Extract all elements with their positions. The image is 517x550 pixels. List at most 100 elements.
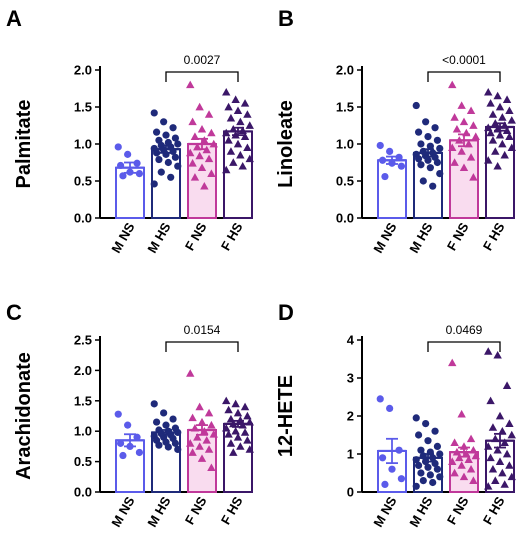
data-point — [171, 134, 180, 142]
y-tick-label: 0.0 — [336, 211, 354, 226]
data-point — [160, 118, 168, 126]
data-point — [484, 442, 493, 450]
data-point — [500, 438, 509, 446]
data-point — [236, 442, 245, 450]
data-point — [171, 153, 180, 161]
data-point — [245, 121, 254, 129]
x-tick-label: F HS — [218, 494, 246, 527]
data-point — [486, 453, 495, 462]
data-point — [150, 109, 158, 117]
data-point — [209, 430, 218, 438]
data-point — [116, 439, 125, 447]
data-point — [197, 417, 207, 426]
data-point — [502, 126, 512, 135]
data-point — [197, 163, 207, 172]
data-point — [450, 158, 459, 166]
data-point — [378, 454, 387, 462]
data-point — [207, 169, 216, 177]
y-tick-label: 1.0 — [74, 424, 92, 439]
p-value-label: 0.0469 — [446, 323, 483, 337]
data-point — [195, 442, 204, 450]
data-point — [507, 472, 516, 481]
data-point — [243, 143, 252, 152]
data-point — [222, 165, 231, 174]
data-point — [412, 101, 420, 110]
data-point — [448, 80, 457, 89]
data-point — [224, 102, 233, 111]
y-axis-label: Palmitate — [13, 100, 35, 189]
data-point — [459, 163, 469, 172]
data-point — [236, 117, 245, 126]
data-point — [498, 139, 507, 148]
data-point — [436, 450, 444, 458]
y-tick-label: 2.5 — [74, 333, 92, 348]
data-point — [452, 125, 462, 133]
bar-f-hs — [485, 125, 515, 219]
data-point — [419, 177, 427, 185]
data-point — [226, 147, 236, 155]
data-point — [424, 437, 432, 445]
data-point — [448, 358, 457, 367]
data-point — [488, 110, 498, 118]
panel-D: D 12-HETE 0 1 2 3 4 M NS M HS F NS F HS 0.0469 — [275, 300, 516, 530]
data-point — [381, 480, 389, 488]
data-point — [395, 153, 403, 161]
data-point — [245, 445, 254, 453]
data-point — [457, 147, 466, 155]
data-point — [188, 117, 197, 126]
data-point — [495, 411, 505, 420]
y-tick-label: 1.5 — [74, 100, 92, 115]
data-point — [169, 124, 177, 132]
panel-letter: D — [278, 300, 294, 325]
data-point — [171, 439, 180, 447]
data-point — [229, 448, 238, 456]
panel-letter: C — [6, 300, 22, 325]
data-point — [414, 431, 423, 439]
data-point — [488, 136, 498, 144]
data-point — [236, 150, 245, 159]
data-point — [388, 465, 396, 473]
data-point — [376, 395, 384, 403]
data-point — [233, 106, 243, 115]
data-point — [240, 402, 250, 411]
data-point — [152, 149, 161, 157]
data-point — [450, 113, 459, 121]
panel-A: A Palmitate 0.0 0.5 1.0 1.5 2.0 M NS M HS F NS F H… — [6, 6, 254, 256]
data-point — [207, 420, 216, 429]
data-point — [422, 420, 430, 428]
data-point — [436, 170, 444, 178]
data-point — [505, 419, 514, 427]
x-tick-label: F NS — [182, 220, 210, 253]
data-point — [469, 476, 478, 484]
data-point — [484, 156, 493, 164]
data-point — [429, 182, 437, 190]
x-tick-label: M HS — [144, 220, 173, 256]
data-point — [167, 173, 175, 181]
data-point — [493, 351, 502, 359]
x-tick-label: M HS — [406, 220, 435, 256]
data-point — [498, 427, 507, 435]
data-point — [186, 148, 195, 157]
data-point — [431, 124, 439, 132]
data-point — [186, 439, 195, 447]
data-point — [188, 159, 197, 167]
data-point — [469, 121, 478, 129]
data-point — [222, 423, 231, 432]
y-tick-label: 2.0 — [74, 63, 92, 78]
data-point — [493, 162, 502, 170]
data-point — [436, 473, 444, 481]
data-point — [414, 128, 423, 136]
data-point — [222, 396, 231, 405]
p-value-label: <0.0001 — [442, 53, 486, 67]
data-point — [469, 173, 478, 181]
data-point — [233, 408, 243, 417]
y-axis-label: Arachidonate — [13, 352, 35, 480]
panel-B: B Linoleate 0.0 0.5 1.0 1.5 2.0 M NS M HS F NS F H… — [275, 6, 516, 256]
data-point — [412, 482, 420, 490]
data-point — [417, 161, 425, 169]
data-point — [448, 457, 457, 465]
data-point — [135, 170, 144, 178]
significance-bracket — [427, 71, 501, 82]
data-point — [419, 477, 427, 485]
